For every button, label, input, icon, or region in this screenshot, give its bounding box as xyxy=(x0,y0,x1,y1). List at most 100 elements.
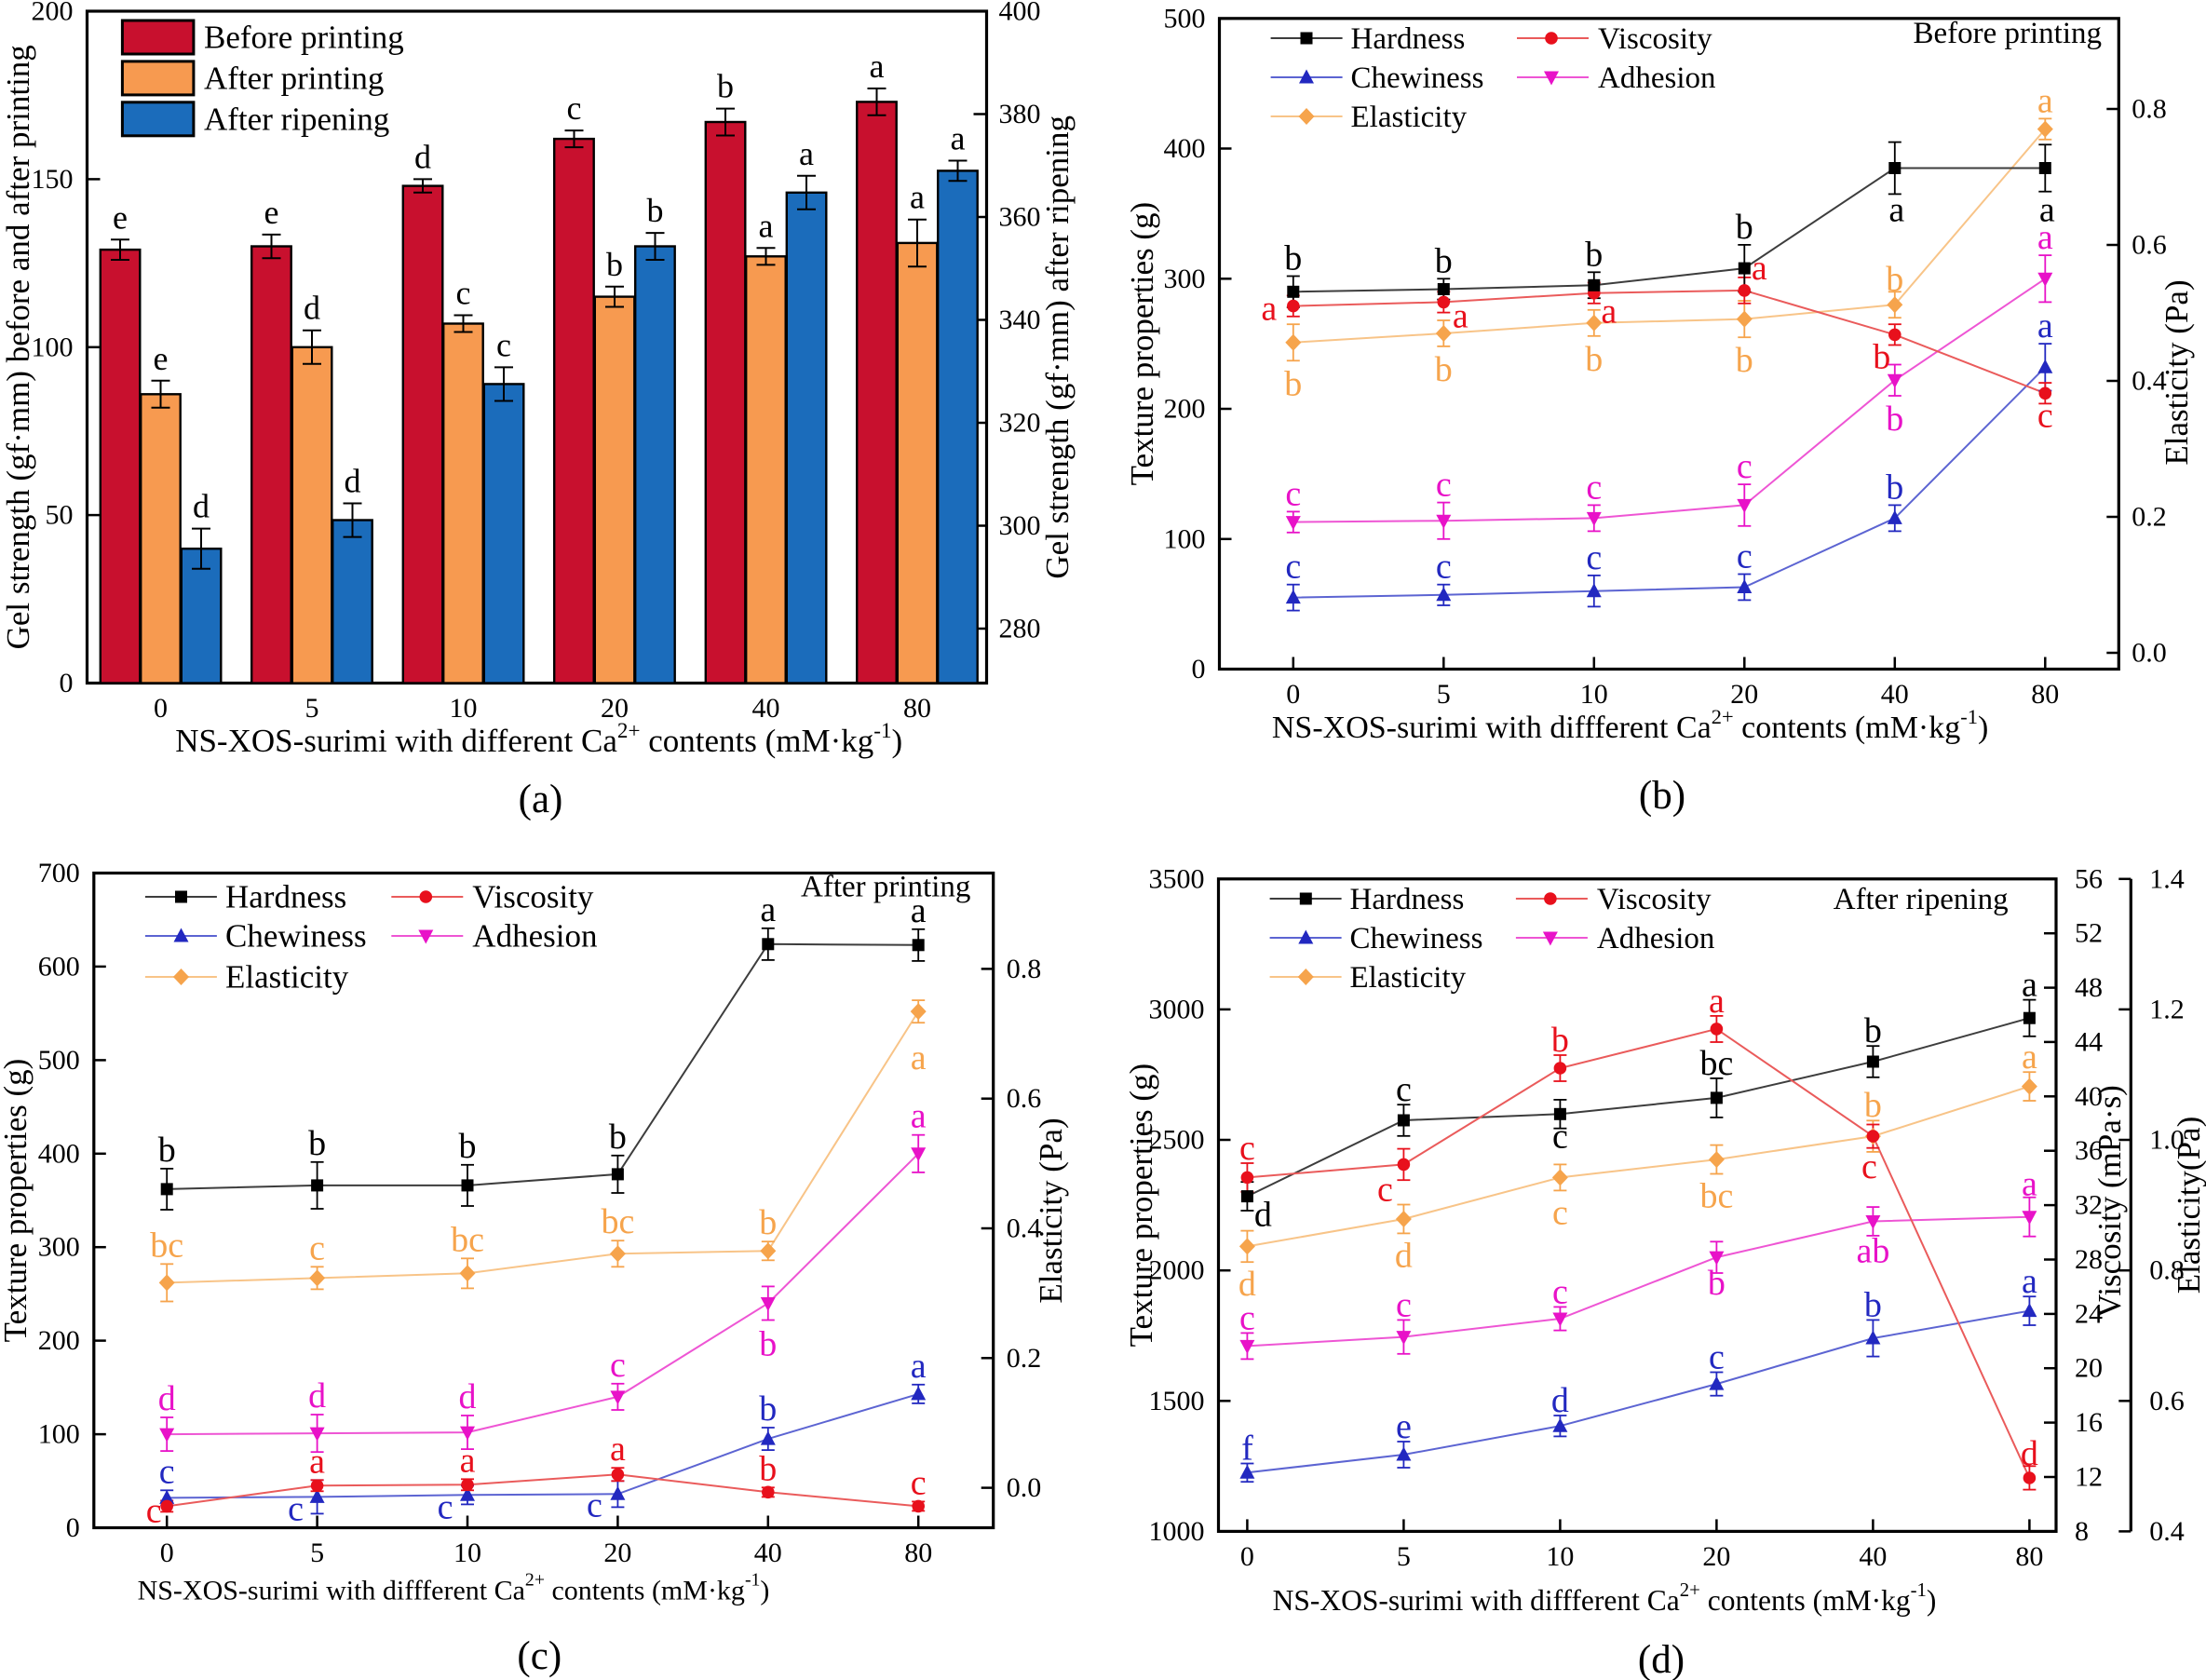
svg-text:0.8: 0.8 xyxy=(2149,1255,2185,1286)
svg-text:After ripening: After ripening xyxy=(1834,883,2009,916)
svg-text:NS-XOS-surimi with diffferent: NS-XOS-surimi with diffferent Ca2+​ cont… xyxy=(138,1570,770,1606)
svg-text:Elasticity: Elasticity xyxy=(225,959,349,996)
svg-text:a: a xyxy=(1752,249,1767,288)
svg-text:bc: bc xyxy=(601,1202,634,1241)
svg-text:Hardness: Hardness xyxy=(225,879,346,915)
svg-text:a: a xyxy=(870,47,885,85)
svg-text:50: 50 xyxy=(46,500,74,531)
svg-text:0.4: 0.4 xyxy=(1007,1213,1042,1244)
svg-text:c: c xyxy=(1552,1193,1568,1232)
svg-text:c: c xyxy=(496,326,511,363)
svg-text:0.2: 0.2 xyxy=(2132,502,2167,533)
svg-text:1.2: 1.2 xyxy=(2149,994,2185,1024)
svg-text:Elasticity (Pa): Elasticity (Pa) xyxy=(2159,279,2195,465)
svg-text:b: b xyxy=(1551,1021,1569,1060)
svg-text:b: b xyxy=(759,1203,777,1242)
svg-text:400: 400 xyxy=(999,0,1041,27)
svg-text:48: 48 xyxy=(2075,972,2103,1003)
svg-text:(d): (d) xyxy=(1638,1638,1685,1680)
svg-text:b: b xyxy=(1435,350,1453,389)
svg-text:0.4: 0.4 xyxy=(2132,366,2167,397)
svg-text:Gel strength (gf·mm) before an: Gel strength (gf·mm) before and after pr… xyxy=(0,45,36,649)
svg-text:b: b xyxy=(1864,1086,1882,1125)
svg-text:b: b xyxy=(1736,341,1753,380)
svg-text:c: c xyxy=(567,89,582,127)
svg-text:1500: 1500 xyxy=(1149,1386,1205,1416)
svg-text:280: 280 xyxy=(999,614,1041,644)
svg-text:0.6: 0.6 xyxy=(2132,230,2167,261)
svg-text:10: 10 xyxy=(450,693,478,724)
svg-text:a: a xyxy=(911,891,927,930)
svg-text:Chewiness: Chewiness xyxy=(1351,61,1484,95)
svg-text:d: d xyxy=(414,138,431,175)
svg-text:400: 400 xyxy=(38,1138,80,1169)
svg-text:Texture properties (g): Texture properties (g) xyxy=(0,1059,34,1343)
svg-text:200: 200 xyxy=(38,1325,80,1356)
svg-text:Before printing: Before printing xyxy=(204,20,404,56)
svg-text:c: c xyxy=(911,1463,927,1502)
svg-text:28: 28 xyxy=(2075,1244,2103,1275)
svg-text:100: 100 xyxy=(38,1419,80,1450)
svg-text:Adhesion: Adhesion xyxy=(472,918,597,955)
svg-text:b: b xyxy=(1585,340,1603,379)
svg-text:e: e xyxy=(264,194,279,231)
svg-text:Hardness: Hardness xyxy=(1351,22,1466,56)
svg-text:500: 500 xyxy=(1164,3,1206,34)
svg-text:b: b xyxy=(1886,400,1903,439)
svg-text:d: d xyxy=(193,488,210,525)
svg-text:c: c xyxy=(1239,1129,1255,1168)
svg-text:c: c xyxy=(1396,1070,1412,1109)
svg-text:0: 0 xyxy=(154,693,168,724)
svg-text:bc: bc xyxy=(1699,1044,1733,1083)
svg-text:b: b xyxy=(1873,337,1890,376)
svg-text:200: 200 xyxy=(1164,394,1206,425)
svg-text:5: 5 xyxy=(310,1538,324,1568)
svg-text:a: a xyxy=(951,120,966,157)
svg-text:b: b xyxy=(606,246,623,283)
svg-text:10: 10 xyxy=(453,1538,481,1568)
svg-text:0.8: 0.8 xyxy=(1007,954,1042,984)
svg-text:40: 40 xyxy=(1881,679,1909,710)
svg-text:c: c xyxy=(1552,1272,1568,1311)
svg-text:80: 80 xyxy=(2015,1541,2043,1572)
svg-text:bc: bc xyxy=(451,1220,484,1259)
svg-text:Chewiness: Chewiness xyxy=(1350,922,1483,955)
svg-text:a: a xyxy=(2037,81,2053,120)
svg-text:Elasticity(Pa): Elasticity(Pa) xyxy=(2171,1117,2206,1294)
svg-text:340: 340 xyxy=(999,305,1041,335)
svg-text:a: a xyxy=(2037,218,2053,257)
svg-text:20: 20 xyxy=(1730,679,1758,710)
svg-text:Viscosity: Viscosity xyxy=(1597,883,1712,916)
svg-text:16: 16 xyxy=(2075,1407,2103,1438)
svg-text:b: b xyxy=(759,1325,777,1364)
svg-text:24: 24 xyxy=(2075,1298,2103,1329)
svg-text:300: 300 xyxy=(1164,264,1206,294)
svg-text:1000: 1000 xyxy=(1149,1516,1205,1547)
svg-text:Viscosity: Viscosity xyxy=(1598,22,1712,56)
svg-text:0.4: 0.4 xyxy=(2149,1516,2185,1547)
svg-text:d: d xyxy=(158,1379,176,1418)
svg-text:10: 10 xyxy=(1580,679,1608,710)
svg-text:c: c xyxy=(1586,538,1602,577)
svg-text:b: b xyxy=(308,1124,326,1163)
svg-text:a: a xyxy=(799,135,814,172)
svg-text:b: b xyxy=(1864,1285,1882,1324)
svg-text:20: 20 xyxy=(2075,1353,2103,1384)
svg-text:a: a xyxy=(759,207,774,244)
svg-text:b: b xyxy=(647,192,664,229)
svg-text:NS-XOS-surimi with different C: NS-XOS-surimi with different Ca2+​ conte… xyxy=(175,718,902,759)
svg-text:a: a xyxy=(1601,292,1617,332)
svg-text:0: 0 xyxy=(66,1512,80,1543)
svg-text:b: b xyxy=(759,1389,777,1429)
svg-text:NS-XOS-surimi with diffferent: NS-XOS-surimi with diffferent Ca2+​ cont… xyxy=(1272,705,1988,745)
svg-text:Hardness: Hardness xyxy=(1350,883,1465,916)
svg-text:b: b xyxy=(717,68,734,105)
svg-text:b: b xyxy=(1585,235,1603,274)
svg-text:Elasticity (Pa): Elasticity (Pa) xyxy=(1033,1118,1069,1303)
svg-text:40: 40 xyxy=(1859,1541,1887,1572)
svg-text:d: d xyxy=(459,1377,477,1416)
svg-text:b: b xyxy=(1284,239,1302,278)
svg-text:c: c xyxy=(610,1346,626,1385)
svg-text:44: 44 xyxy=(2075,1026,2103,1057)
svg-text:56: 56 xyxy=(2075,863,2103,894)
